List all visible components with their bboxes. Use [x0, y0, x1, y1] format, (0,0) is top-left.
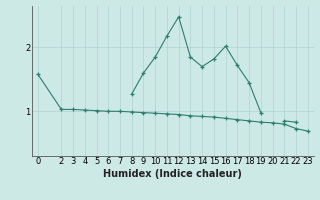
X-axis label: Humidex (Indice chaleur): Humidex (Indice chaleur) [103, 169, 242, 179]
